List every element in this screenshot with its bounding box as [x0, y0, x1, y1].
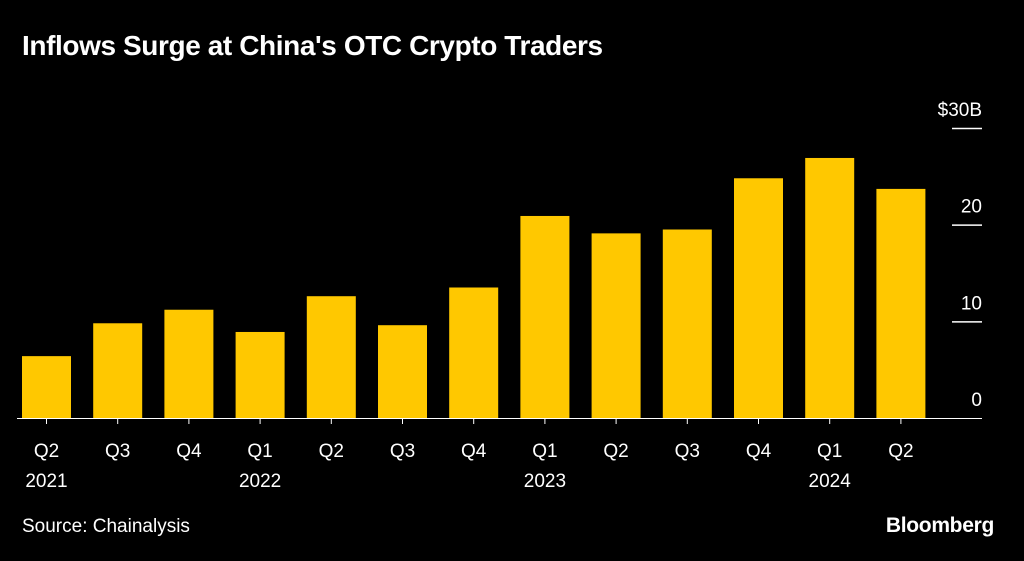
bar-0 — [22, 356, 71, 418]
bar-1 — [93, 323, 143, 418]
bar-4 — [306, 296, 356, 418]
source-note: Source: Chainalysis — [22, 516, 190, 537]
y-tick-label-2: 20 — [961, 197, 982, 218]
bloomberg-logo: Bloomberg — [885, 514, 994, 537]
x-tick-label-5: Q3 — [390, 441, 415, 462]
y-tick-label-0: 0 — [971, 390, 982, 411]
x-year-label-2: 2023 — [524, 471, 566, 492]
bar-5 — [378, 325, 427, 418]
x-tick-label-3: Q1 — [247, 441, 272, 462]
x-year-label-0: 2021 — [25, 471, 67, 492]
x-tick-label-4: Q2 — [319, 441, 344, 462]
bar-2 — [164, 309, 214, 418]
bar-3 — [235, 331, 285, 418]
x-tick-label-6: Q4 — [461, 441, 487, 462]
x-year-label-3: 2024 — [809, 471, 852, 492]
x-year-label-1: 2022 — [239, 471, 281, 492]
x-tick-label-0: Q2 — [34, 441, 59, 462]
x-tick-label-2: Q4 — [176, 441, 202, 462]
bar-6 — [449, 287, 499, 418]
y-tick-label-3: $30B — [938, 100, 982, 121]
chart-title: Inflows Surge at China's OTC Crypto Trad… — [22, 30, 603, 61]
bar-11 — [805, 157, 855, 418]
y-tick-label-1: 10 — [961, 293, 982, 314]
x-tick-label-11: Q1 — [817, 441, 842, 462]
bar-10 — [734, 178, 783, 418]
bar-9 — [662, 229, 712, 418]
bar-12 — [876, 188, 926, 418]
x-tick-label-8: Q2 — [603, 441, 628, 462]
x-tick-label-10: Q4 — [746, 441, 772, 462]
x-tick-label-1: Q3 — [105, 441, 130, 462]
x-tick-label-7: Q1 — [532, 441, 557, 462]
x-tick-label-9: Q3 — [675, 441, 700, 462]
bar-8 — [591, 233, 641, 418]
x-tick-label-12: Q2 — [888, 441, 913, 462]
bar-7 — [520, 215, 570, 418]
